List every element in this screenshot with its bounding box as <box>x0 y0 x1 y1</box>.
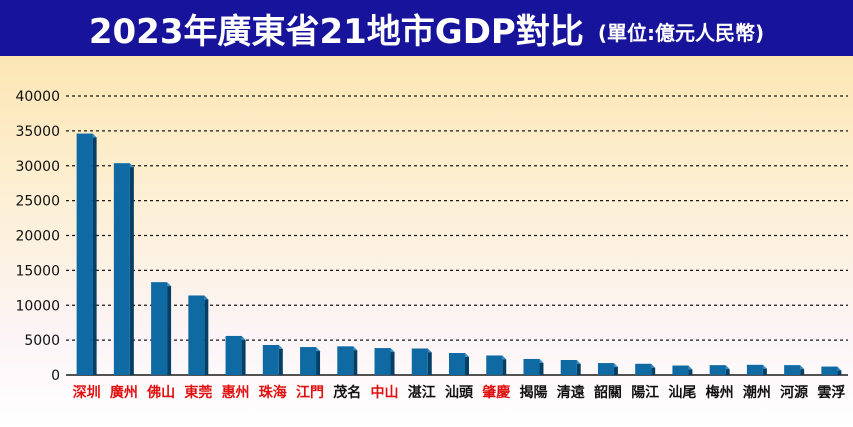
bar-side <box>502 355 507 375</box>
bar-front <box>262 345 279 375</box>
y-tick-label: 35000 <box>15 124 60 140</box>
x-category-label: 中山 <box>371 384 399 401</box>
bar <box>635 363 656 375</box>
x-category-label: 汕尾 <box>668 384 696 401</box>
bar-front <box>523 358 540 375</box>
bar-side <box>278 345 283 375</box>
bar-front <box>821 366 838 375</box>
bar <box>300 347 321 375</box>
chart-subtitle: (單位:億元人民幣) <box>597 20 765 45</box>
x-category-label: 陽江 <box>631 384 659 401</box>
bar-side <box>129 163 134 375</box>
x-category-label: 河源 <box>780 384 808 401</box>
bar-side <box>241 335 246 375</box>
x-category-label: 雲浮 <box>817 384 845 401</box>
bar-front <box>411 348 428 375</box>
bar-front <box>188 295 205 375</box>
x-category-label: 湛江 <box>408 384 436 401</box>
bar-side <box>390 348 395 375</box>
bar-front <box>486 355 503 375</box>
bar <box>709 365 730 375</box>
bar-side <box>539 358 544 375</box>
x-category-label: 東莞 <box>184 384 212 401</box>
y-tick-label: 40000 <box>15 89 60 105</box>
x-category-label: 茂名 <box>333 384 361 401</box>
y-tick-label: 20000 <box>15 229 60 245</box>
bar-side <box>353 346 358 375</box>
bar-side <box>92 133 97 375</box>
bar <box>746 364 767 375</box>
bar-front <box>672 365 689 375</box>
x-category-label: 揭陽 <box>519 384 547 401</box>
x-category-label: 汕頭 <box>445 384 474 401</box>
x-category-label: 江門 <box>296 384 324 401</box>
bar-front <box>709 365 726 375</box>
bar-side <box>204 295 209 375</box>
bar <box>225 335 246 375</box>
x-category-label: 肇慶 <box>482 384 510 401</box>
y-tick-label: 10000 <box>15 298 60 314</box>
bar <box>262 345 283 375</box>
bar-front <box>635 363 652 375</box>
bar-side <box>167 282 172 375</box>
bar-front <box>449 353 465 375</box>
x-category-label: 佛山 <box>146 384 175 401</box>
bar-front <box>597 363 614 375</box>
x-category-label: 潮州 <box>743 384 771 401</box>
bar <box>151 282 172 375</box>
chart-title: 2023年廣東省21地市GDP對比 <box>88 11 584 52</box>
y-tick-label: 15000 <box>15 263 60 279</box>
bar-front <box>784 365 801 375</box>
x-category-label: 惠州 <box>222 384 250 401</box>
x-category-label: 深圳 <box>73 384 101 401</box>
x-category-label: 清遠 <box>557 384 585 401</box>
x-category-label: 梅州 <box>706 384 734 401</box>
bar-side <box>465 353 469 375</box>
bar-front <box>113 163 130 375</box>
bar <box>523 358 544 375</box>
bar-side <box>427 348 432 375</box>
x-category-label: 韶關 <box>594 384 622 401</box>
bar-front <box>151 282 168 375</box>
bar <box>411 348 432 375</box>
y-tick-label: 5000 <box>24 333 60 349</box>
y-tick-label: 30000 <box>15 159 60 175</box>
bar-front <box>300 347 317 375</box>
bar-front <box>225 335 242 375</box>
x-category-label: 廣州 <box>110 384 138 401</box>
x-category-label: 珠海 <box>259 384 287 401</box>
bar-front <box>374 348 391 375</box>
bar-side <box>316 347 321 375</box>
y-tick-label: 25000 <box>15 194 60 210</box>
bar <box>188 295 209 375</box>
bar <box>486 355 507 375</box>
bar-front <box>337 346 354 375</box>
bar <box>113 163 134 375</box>
bar-front <box>560 360 577 375</box>
bar <box>337 346 358 375</box>
bar <box>597 363 618 375</box>
bar-front <box>76 133 93 375</box>
y-tick-label: 0 <box>51 368 60 384</box>
bar <box>672 365 693 375</box>
title-bar: 2023年廣東省21地市GDP對比 (單位:億元人民幣) <box>0 0 853 56</box>
bar <box>449 353 469 375</box>
bar <box>374 348 395 375</box>
bar <box>784 365 805 375</box>
bar <box>821 366 842 375</box>
bar <box>76 133 97 375</box>
bar-front <box>746 364 763 375</box>
bar <box>560 360 581 375</box>
